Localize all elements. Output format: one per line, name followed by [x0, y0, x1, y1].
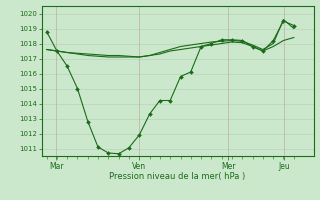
X-axis label: Pression niveau de la mer( hPa ): Pression niveau de la mer( hPa ): [109, 172, 246, 181]
